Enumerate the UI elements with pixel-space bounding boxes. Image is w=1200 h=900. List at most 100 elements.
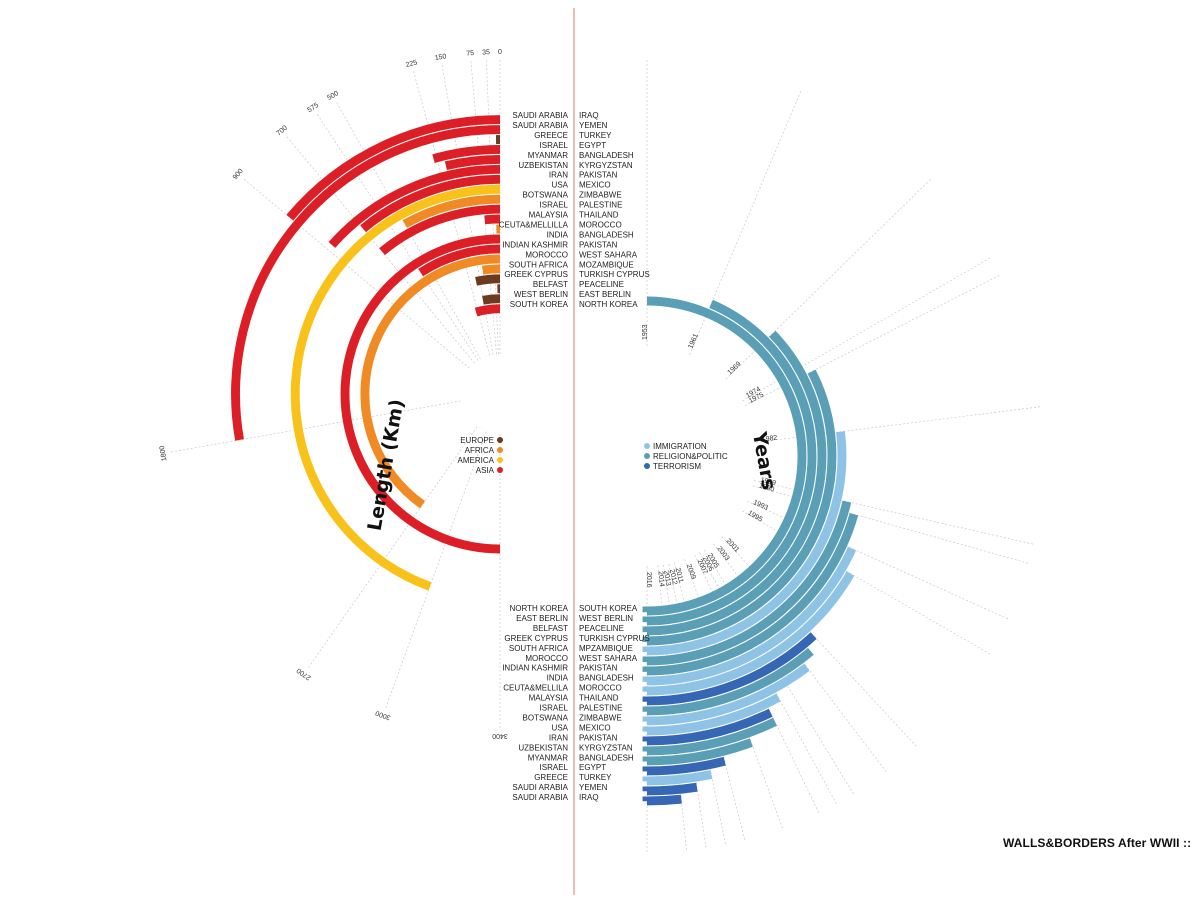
year-bar bbox=[642, 369, 837, 646]
wall-label-right: IRAQ bbox=[579, 793, 599, 802]
year-tick-label: 1969 bbox=[727, 360, 743, 376]
legend-length-label: EUROPE bbox=[460, 436, 494, 445]
year-bar bbox=[642, 770, 713, 786]
wall-label-right: EGYPT bbox=[579, 141, 606, 150]
guide-line bbox=[170, 400, 461, 453]
year-tick-label: 2016 bbox=[645, 572, 652, 588]
year-tick-label: 2014 bbox=[657, 571, 666, 587]
legend-length-swatch bbox=[497, 447, 503, 453]
wall-label-left: GREEK CYPRUS bbox=[504, 634, 568, 643]
wall-label-right: ZIMBABWE bbox=[579, 191, 622, 200]
wall-label-right: THAILAND bbox=[579, 694, 619, 703]
wall-label-left: CEUTA&MELLILLA bbox=[499, 220, 569, 229]
length-tick-label: 35 bbox=[482, 49, 490, 56]
wall-label-right: WEST SAHARA bbox=[579, 654, 638, 663]
year-tick-label: 2011 bbox=[674, 567, 685, 583]
wall-label-left: SAUDI ARABIA bbox=[512, 783, 568, 792]
wall-label-left: SAUDI ARABIA bbox=[512, 121, 568, 130]
length-tick-label: 2700 bbox=[296, 666, 313, 681]
wall-label-right: WEST SAHARA bbox=[579, 250, 638, 259]
length-tick-label: 225 bbox=[405, 59, 418, 69]
wall-label-right: MEXICO bbox=[579, 723, 611, 732]
length-bar bbox=[482, 294, 501, 305]
wall-label-right: TURKISH CYPRUS bbox=[579, 270, 650, 279]
wall-label-right: YEMEN bbox=[579, 783, 608, 792]
wall-label-left: SAUDI ARABIA bbox=[512, 111, 568, 120]
wall-label-left: ISRAEL bbox=[540, 704, 569, 713]
legend-years-swatch bbox=[644, 463, 650, 469]
page-title: WALLS&BORDERS After WWII :: bbox=[1003, 836, 1192, 850]
wall-label-left: USA bbox=[552, 723, 569, 732]
wall-label-left: NORTH KOREA bbox=[509, 604, 568, 613]
year-tick-label: 2009 bbox=[685, 563, 697, 580]
wall-label-right: PAKISTAN bbox=[579, 733, 618, 742]
length-bar bbox=[418, 244, 501, 277]
legend-years-label: IMMIGRATION bbox=[653, 442, 707, 451]
year-bar bbox=[642, 299, 817, 626]
length-bar bbox=[360, 174, 501, 233]
length-tick-label: 150 bbox=[434, 53, 447, 62]
wall-label-left: MOROCCO bbox=[525, 250, 568, 259]
guide-line bbox=[725, 177, 933, 380]
wall-labels: SAUDI ARABIA IRAQ SAUDI ARABIA YEMEN GREECE T… bbox=[499, 111, 650, 802]
wall-label-right: EAST BERLIN bbox=[579, 290, 631, 299]
wall-label-right: EGYPT bbox=[579, 763, 606, 772]
length-tick-label: 0 bbox=[498, 49, 502, 56]
year-bar bbox=[642, 296, 807, 616]
year-bar bbox=[642, 708, 773, 746]
length-bar bbox=[340, 234, 501, 554]
wall-label-right: MOZAMBIQUE bbox=[579, 260, 634, 269]
wall-label-right: MOROCCO bbox=[579, 220, 622, 229]
wall-label-right: BANGLADESH bbox=[579, 674, 634, 683]
length-tick-label: 75 bbox=[466, 50, 474, 58]
wall-label-left: INDIAN KASHMIR bbox=[502, 240, 568, 249]
wall-label-left: SOUTH KOREA bbox=[510, 300, 569, 309]
legend-length-label: AMERICA bbox=[458, 456, 495, 465]
year-bar bbox=[642, 693, 781, 736]
wall-label-left: GREECE bbox=[534, 773, 568, 782]
wall-label-left: USA bbox=[552, 181, 569, 190]
wall-label-right: YEMEN bbox=[579, 121, 608, 130]
length-tick-label: 700 bbox=[275, 124, 289, 137]
guide-line bbox=[286, 135, 475, 364]
legend-length-label: AFRICA bbox=[465, 446, 495, 455]
year-bar bbox=[642, 500, 852, 666]
legend-length-swatch bbox=[497, 437, 503, 443]
wall-label-right: KYRGYZSTAN bbox=[579, 161, 633, 170]
wall-label-right: PAKISTAN bbox=[579, 171, 618, 180]
year-bar bbox=[642, 513, 859, 676]
wall-label-left: BELFAST bbox=[533, 280, 568, 289]
length-tick-label: 500 bbox=[326, 90, 340, 102]
wall-label-left: BOTSWANA bbox=[523, 191, 569, 200]
wall-label-left: INDIA bbox=[547, 674, 569, 683]
wall-label-right: PAKISTAN bbox=[579, 240, 618, 249]
year-bar bbox=[642, 782, 698, 796]
length-tick-label: 900 bbox=[232, 168, 245, 182]
year-bar bbox=[642, 738, 753, 766]
length-bar bbox=[231, 125, 501, 441]
wall-label-left: ISRAEL bbox=[540, 201, 569, 210]
legend-length-label: ASIA bbox=[476, 466, 495, 475]
wall-label-right: BANGLADESH bbox=[579, 230, 634, 239]
year-tick-label: 1989 bbox=[760, 477, 777, 487]
wall-label-right: TURKEY bbox=[579, 131, 612, 140]
length-bar bbox=[481, 264, 501, 275]
length-tick-label: 1800 bbox=[159, 445, 169, 462]
year-bar bbox=[642, 647, 814, 716]
wall-label-right: TURKISH CYPRUS bbox=[579, 634, 650, 643]
year-bar bbox=[642, 663, 810, 726]
wall-label-left: UZBEKISTAN bbox=[518, 743, 568, 752]
wall-label-left: MYANMAR bbox=[528, 753, 569, 762]
wall-label-left: GREECE bbox=[534, 131, 568, 140]
year-tick-label: 1990 bbox=[758, 483, 775, 494]
wall-label-left: CEUTA&MELLILA bbox=[503, 684, 568, 693]
length-bar bbox=[286, 115, 501, 221]
year-bar bbox=[642, 571, 855, 696]
wall-label-right: NORTH KOREA bbox=[579, 300, 638, 309]
year-tick-label: 2003 bbox=[715, 545, 730, 562]
year-tick-label: 1961 bbox=[687, 333, 700, 350]
length-bar bbox=[328, 164, 501, 248]
wall-label-left: SOUTH AFRICA bbox=[509, 644, 569, 653]
wall-label-left: MOROCCO bbox=[525, 654, 568, 663]
